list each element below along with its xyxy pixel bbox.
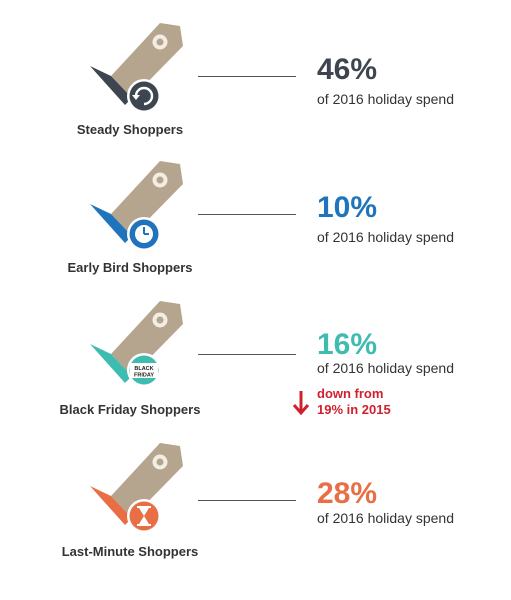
segment-label: Black Friday Shoppers (59, 402, 201, 417)
segment-percent: 28% (317, 477, 378, 510)
segment-label: Steady Shoppers (76, 122, 184, 137)
connector-line (198, 500, 296, 501)
badge-line1: BLACK (134, 366, 153, 372)
hourglass-icon (127, 499, 161, 533)
segment-last-minute: Last-Minute Shoppers 28% of 2016 holiday… (0, 438, 511, 578)
clock-icon (127, 217, 161, 251)
segment-early-bird: Early Bird Shoppers 10% of 2016 holiday … (0, 156, 511, 296)
price-tag-icon (80, 438, 190, 548)
price-tag-icon: BLACK FRIDAY (80, 296, 190, 406)
price-tag-icon (80, 156, 190, 266)
segment-percent: 16% (317, 328, 378, 361)
segment-subtitle: of 2016 holiday spend (317, 510, 454, 526)
connector-line (198, 354, 296, 355)
connector-line (198, 214, 296, 215)
black-friday-badge-icon: BLACK FRIDAY (127, 353, 161, 387)
segment-label: Early Bird Shoppers (67, 260, 193, 275)
segment-subtitle: of 2016 holiday spend (317, 360, 454, 376)
segment-percent: 10% (317, 191, 378, 224)
refresh-icon (127, 79, 161, 113)
connector-line (198, 76, 296, 77)
badge-line2: FRIDAY (134, 373, 154, 379)
segment-label: Last-Minute Shoppers (61, 544, 199, 559)
segment-subtitle: of 2016 holiday spend (317, 229, 454, 245)
segment-subtitle: of 2016 holiday spend (317, 91, 454, 107)
down-arrow-icon (292, 391, 310, 416)
note-line-2: 19% in 2015 (317, 402, 391, 417)
segment-steady: Steady Shoppers 46% of 2016 holiday spen… (0, 18, 511, 158)
segment-percent: 46% (317, 53, 378, 86)
price-tag-icon (80, 18, 190, 128)
note-line-1: down from (317, 386, 384, 401)
segment-black-friday: BLACK FRIDAY Black Friday Shoppers 16% o… (0, 296, 511, 436)
